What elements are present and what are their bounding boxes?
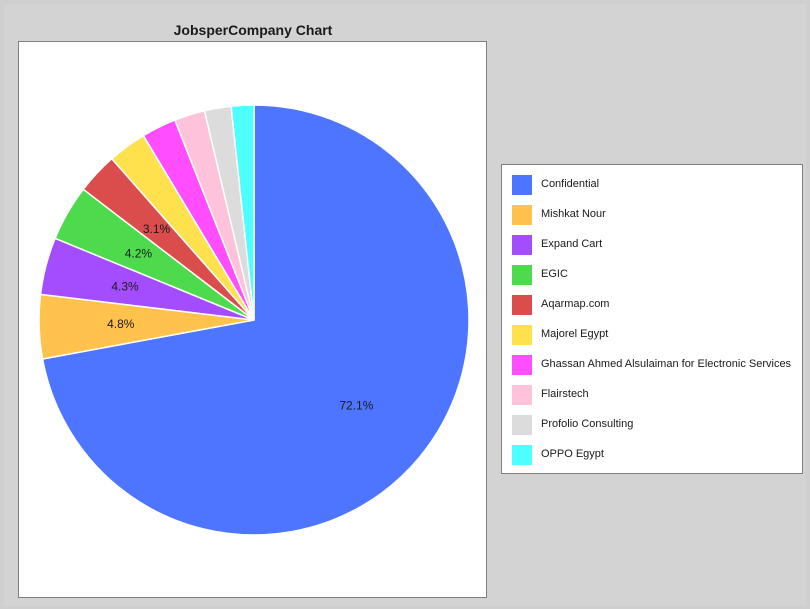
legend-item-2: Expand Cart xyxy=(502,235,802,265)
legend-label: Flairstech xyxy=(541,388,589,400)
legend-label: Aqarmap.com xyxy=(541,298,610,310)
legend-swatch xyxy=(512,415,532,435)
slice-label-0: 72.1% xyxy=(339,398,373,412)
legend-label: Profolio Consulting xyxy=(541,418,634,430)
legend-swatch xyxy=(512,205,532,225)
legend-swatch xyxy=(512,325,532,345)
legend-label: Expand Cart xyxy=(541,238,603,250)
legend-swatch xyxy=(512,355,532,375)
slice-label-4: 3.1% xyxy=(143,222,171,236)
legend-swatch xyxy=(512,445,532,465)
legend-label: Confidential xyxy=(541,178,600,190)
pie-slice-9 xyxy=(230,104,255,321)
slice-label-2: 4.3% xyxy=(111,279,139,293)
pie-slice-0 xyxy=(41,104,470,536)
chart-title: JobsperCompany Chart xyxy=(173,22,333,38)
legend-label: EGIC xyxy=(541,268,568,280)
pie-chart: 72.1% 4.8% 4.3% 4.2% 3.1% xyxy=(38,104,470,536)
plot-area: 72.1% 4.8% 4.3% 4.2% 3.1% xyxy=(18,41,487,598)
legend-label: Ghassan Ahmed Alsulaiman for Electronic … xyxy=(541,358,792,370)
legend-item-8: Profolio Consulting xyxy=(502,415,802,445)
legend-item-0: Confidential xyxy=(502,175,802,205)
legend-item-3: EGIC xyxy=(502,265,802,295)
legend-item-5: Majorel Egypt xyxy=(502,325,802,355)
slice-label-3: 4.2% xyxy=(125,247,153,261)
legend: Confidential Mishkat Nour Expand Cart EGIC A… xyxy=(501,164,803,474)
legend-item-7: Flairstech xyxy=(502,385,802,415)
legend-swatch xyxy=(512,295,532,315)
legend-item-9: OPPO Egypt xyxy=(502,445,802,475)
legend-swatch xyxy=(512,265,532,285)
legend-item-1: Mishkat Nour xyxy=(502,205,802,235)
legend-item-6: Ghassan Ahmed Alsulaiman for Electronic … xyxy=(502,355,802,385)
legend-label: Mishkat Nour xyxy=(541,208,606,220)
legend-label: OPPO Egypt xyxy=(541,448,604,460)
legend-swatch xyxy=(512,235,532,255)
legend-swatch xyxy=(512,175,532,195)
chart-window: JobsperCompany Chart 72.1% 4.8% 4.3% 4.2% 3.… xyxy=(4,4,806,606)
slice-label-1: 4.8% xyxy=(107,317,135,331)
legend-swatch xyxy=(512,385,532,405)
legend-item-4: Aqarmap.com xyxy=(502,295,802,325)
legend-label: Majorel Egypt xyxy=(541,328,609,340)
